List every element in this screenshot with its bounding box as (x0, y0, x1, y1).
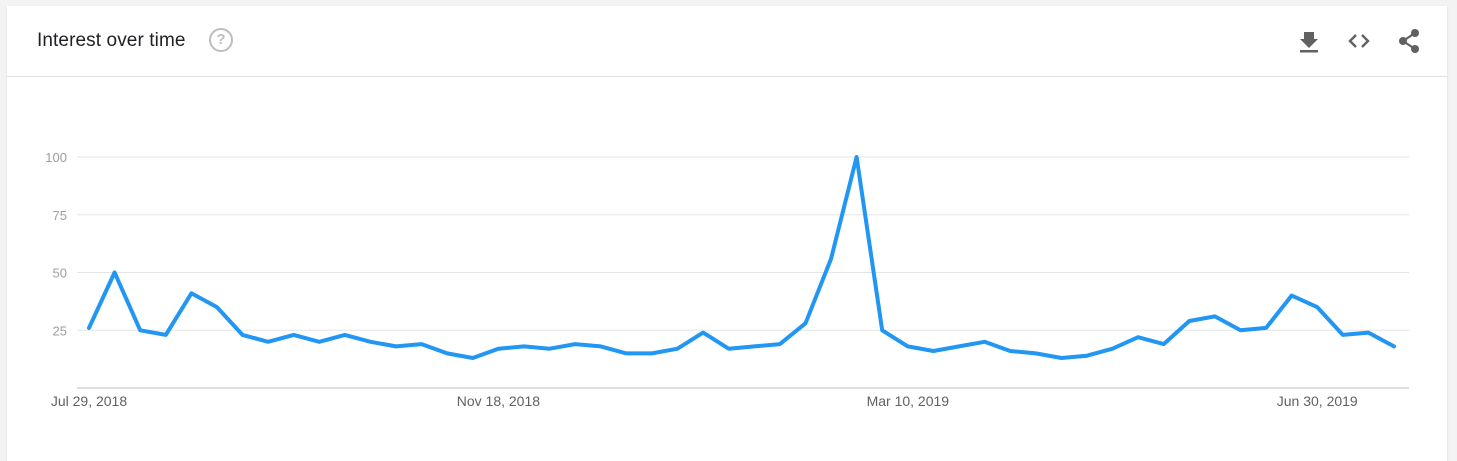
data-point[interactable] (444, 350, 450, 356)
embed-code-icon[interactable] (1345, 27, 1373, 55)
data-point[interactable] (521, 343, 527, 349)
data-point[interactable] (751, 343, 757, 349)
data-point[interactable] (1340, 332, 1346, 338)
data-point[interactable] (777, 341, 783, 347)
data-point[interactable] (828, 256, 834, 262)
data-point[interactable] (214, 304, 220, 310)
data-point[interactable] (1161, 341, 1167, 347)
data-point[interactable] (86, 325, 92, 331)
data-point[interactable] (1007, 348, 1013, 354)
y-tick-label: 25 (53, 323, 67, 338)
data-point[interactable] (1110, 346, 1116, 352)
data-point[interactable] (854, 154, 860, 160)
share-icon[interactable] (1395, 27, 1423, 55)
data-point[interactable] (956, 343, 962, 349)
x-tick-label: Mar 10, 2019 (867, 393, 950, 409)
data-point[interactable] (879, 327, 885, 333)
data-point[interactable] (367, 339, 373, 345)
data-point[interactable] (316, 339, 322, 345)
data-point[interactable] (598, 343, 604, 349)
x-tick-label: Jun 30, 2019 (1277, 393, 1358, 409)
series-line (87, 155, 1396, 360)
data-point[interactable] (1289, 293, 1295, 299)
help-icon[interactable]: ? (209, 28, 233, 52)
data-point[interactable] (265, 339, 271, 345)
data-point[interactable] (905, 343, 911, 349)
data-point[interactable] (675, 346, 681, 352)
card-header: Interest over time ? (7, 6, 1447, 77)
data-point[interactable] (1135, 334, 1141, 340)
data-point[interactable] (547, 346, 553, 352)
data-point[interactable] (163, 332, 169, 338)
y-tick-label: 75 (53, 208, 67, 223)
data-point[interactable] (572, 341, 578, 347)
data-point[interactable] (700, 330, 706, 336)
data-point[interactable] (930, 348, 936, 354)
data-point[interactable] (470, 355, 476, 361)
download-icon[interactable] (1295, 27, 1323, 55)
data-point[interactable] (188, 290, 194, 296)
data-point[interactable] (112, 270, 118, 276)
data-point[interactable] (1365, 330, 1371, 336)
data-point[interactable] (649, 350, 655, 356)
data-point[interactable] (495, 346, 501, 352)
data-point[interactable] (982, 339, 988, 345)
data-point[interactable] (802, 320, 808, 326)
data-point[interactable] (137, 327, 143, 333)
data-point[interactable] (1212, 313, 1218, 319)
data-point[interactable] (240, 332, 246, 338)
data-point[interactable] (1033, 350, 1039, 356)
interest-over-time-card: Interest over time ? 25 50 75 100 Jul 29 (7, 6, 1447, 461)
data-point[interactable] (726, 346, 732, 352)
data-point[interactable] (1237, 327, 1243, 333)
data-point[interactable] (623, 350, 629, 356)
data-point[interactable] (1314, 304, 1320, 310)
y-tick-label: 50 (53, 266, 67, 281)
x-tick-label: Jul 29, 2018 (51, 393, 127, 409)
y-tick-label: 100 (45, 150, 67, 165)
card-title: Interest over time (37, 30, 186, 51)
data-point[interactable] (419, 341, 425, 347)
x-tick-label: Nov 18, 2018 (457, 393, 540, 409)
data-point[interactable] (291, 332, 297, 338)
data-point[interactable] (1084, 353, 1090, 359)
data-point[interactable] (1391, 343, 1397, 349)
data-point[interactable] (1058, 355, 1064, 361)
data-point[interactable] (1263, 325, 1269, 331)
data-point[interactable] (342, 332, 348, 338)
data-point[interactable] (393, 343, 399, 349)
data-point[interactable] (1186, 318, 1192, 324)
interest-line-chart: 25 50 75 100 Jul 29, 2018 Nov 18, 2018 Mar 10,… (45, 150, 1409, 409)
